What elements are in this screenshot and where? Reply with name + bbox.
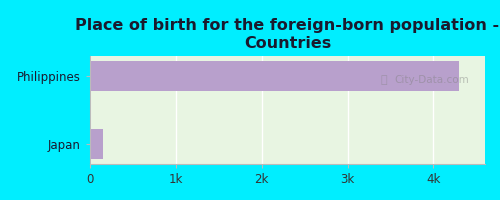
Bar [90,129,103,159]
Bar [90,61,459,91]
Text: ⓘ: ⓘ [380,75,387,85]
Title: Place of birth for the foreign-born population -
Countries: Place of birth for the foreign-born popu… [76,18,500,51]
Text: City-Data.com: City-Data.com [394,75,469,85]
